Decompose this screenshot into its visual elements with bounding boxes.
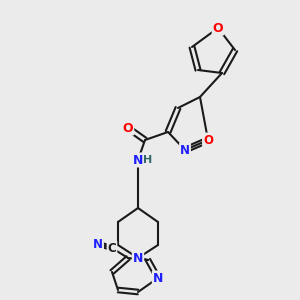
Text: C: C	[108, 242, 116, 254]
Text: N: N	[133, 154, 143, 166]
Text: O: O	[123, 122, 133, 134]
Text: H: H	[143, 155, 153, 165]
Text: O: O	[203, 134, 213, 146]
Text: N: N	[153, 272, 163, 284]
Text: N: N	[93, 238, 103, 250]
Text: N: N	[180, 143, 190, 157]
Text: N: N	[133, 251, 143, 265]
Text: O: O	[213, 22, 223, 34]
